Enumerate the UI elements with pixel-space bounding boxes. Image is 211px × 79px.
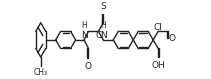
Text: N: N [100,31,107,40]
Text: C: C [95,31,101,40]
Text: H: H [81,21,87,30]
Text: N: N [81,31,88,40]
Text: OH: OH [151,61,165,70]
Text: S: S [100,2,106,11]
Text: O: O [85,62,92,71]
Text: CH₃: CH₃ [34,68,48,77]
Text: H: H [100,21,106,30]
Text: Cl: Cl [153,23,162,32]
Text: O: O [169,34,176,43]
